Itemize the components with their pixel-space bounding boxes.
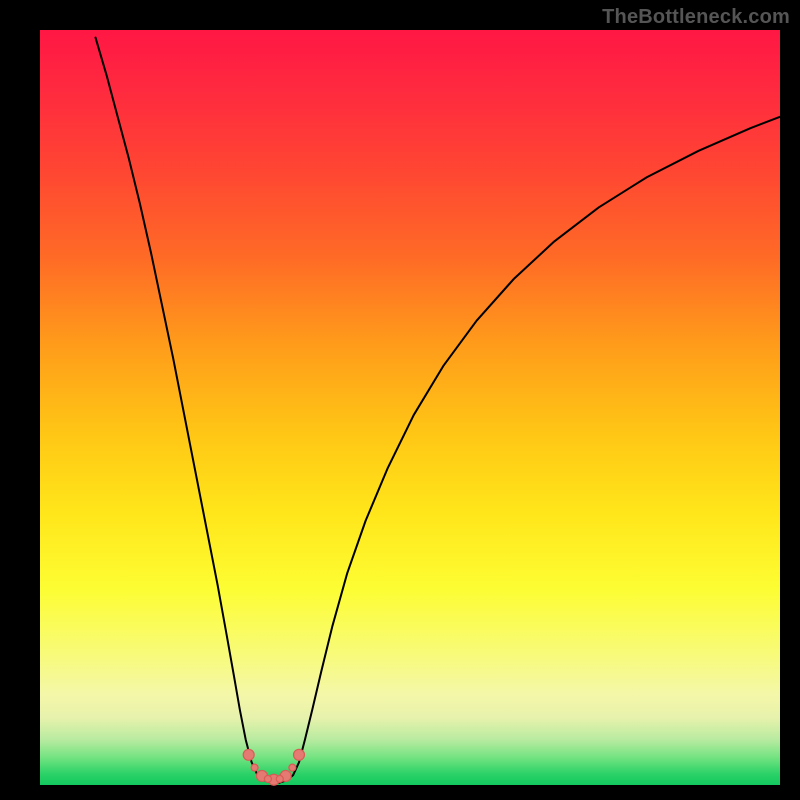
marker-dot (294, 749, 305, 760)
watermark-text: TheBottleneck.com (602, 6, 790, 29)
marker-dot (243, 749, 254, 760)
marker-dot (276, 775, 283, 782)
marker-dot (251, 764, 258, 771)
marker-dot (289, 764, 296, 771)
plot-background (40, 30, 780, 785)
marker-dot (264, 775, 271, 782)
plot-svg (0, 0, 800, 800)
chart-container: TheBottleneck.com (0, 0, 800, 800)
